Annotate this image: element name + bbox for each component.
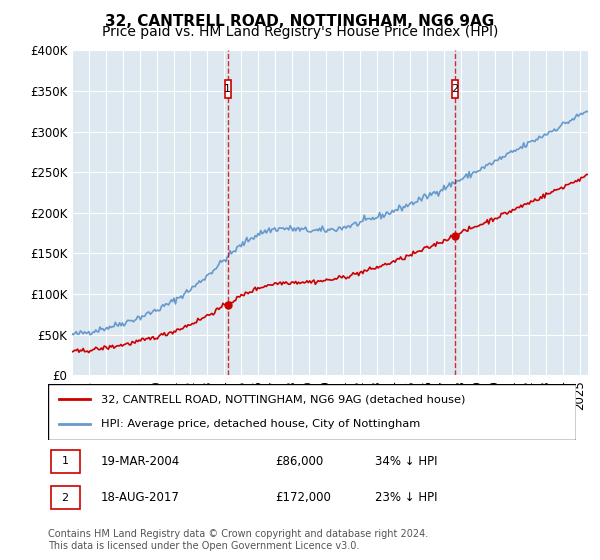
FancyBboxPatch shape xyxy=(48,384,576,440)
Text: 1: 1 xyxy=(224,85,232,95)
Text: 34% ↓ HPI: 34% ↓ HPI xyxy=(376,455,438,468)
Text: 23% ↓ HPI: 23% ↓ HPI xyxy=(376,491,438,504)
Text: 32, CANTRELL ROAD, NOTTINGHAM, NG6 9AG: 32, CANTRELL ROAD, NOTTINGHAM, NG6 9AG xyxy=(106,14,494,29)
Text: 19-MAR-2004: 19-MAR-2004 xyxy=(101,455,180,468)
Text: 32, CANTRELL ROAD, NOTTINGHAM, NG6 9AG (detached house): 32, CANTRELL ROAD, NOTTINGHAM, NG6 9AG (… xyxy=(101,394,465,404)
FancyBboxPatch shape xyxy=(50,486,80,509)
Text: £172,000: £172,000 xyxy=(275,491,331,504)
FancyBboxPatch shape xyxy=(225,81,231,99)
Text: 2: 2 xyxy=(451,85,458,95)
Text: Contains HM Land Registry data © Crown copyright and database right 2024.
This d: Contains HM Land Registry data © Crown c… xyxy=(48,529,428,551)
Text: £86,000: £86,000 xyxy=(275,455,323,468)
Text: 2: 2 xyxy=(61,493,68,502)
Text: Price paid vs. HM Land Registry's House Price Index (HPI): Price paid vs. HM Land Registry's House … xyxy=(102,25,498,39)
FancyBboxPatch shape xyxy=(50,450,80,473)
Text: HPI: Average price, detached house, City of Nottingham: HPI: Average price, detached house, City… xyxy=(101,419,420,429)
Text: 1: 1 xyxy=(61,456,68,466)
FancyBboxPatch shape xyxy=(452,81,458,99)
Text: 18-AUG-2017: 18-AUG-2017 xyxy=(101,491,179,504)
